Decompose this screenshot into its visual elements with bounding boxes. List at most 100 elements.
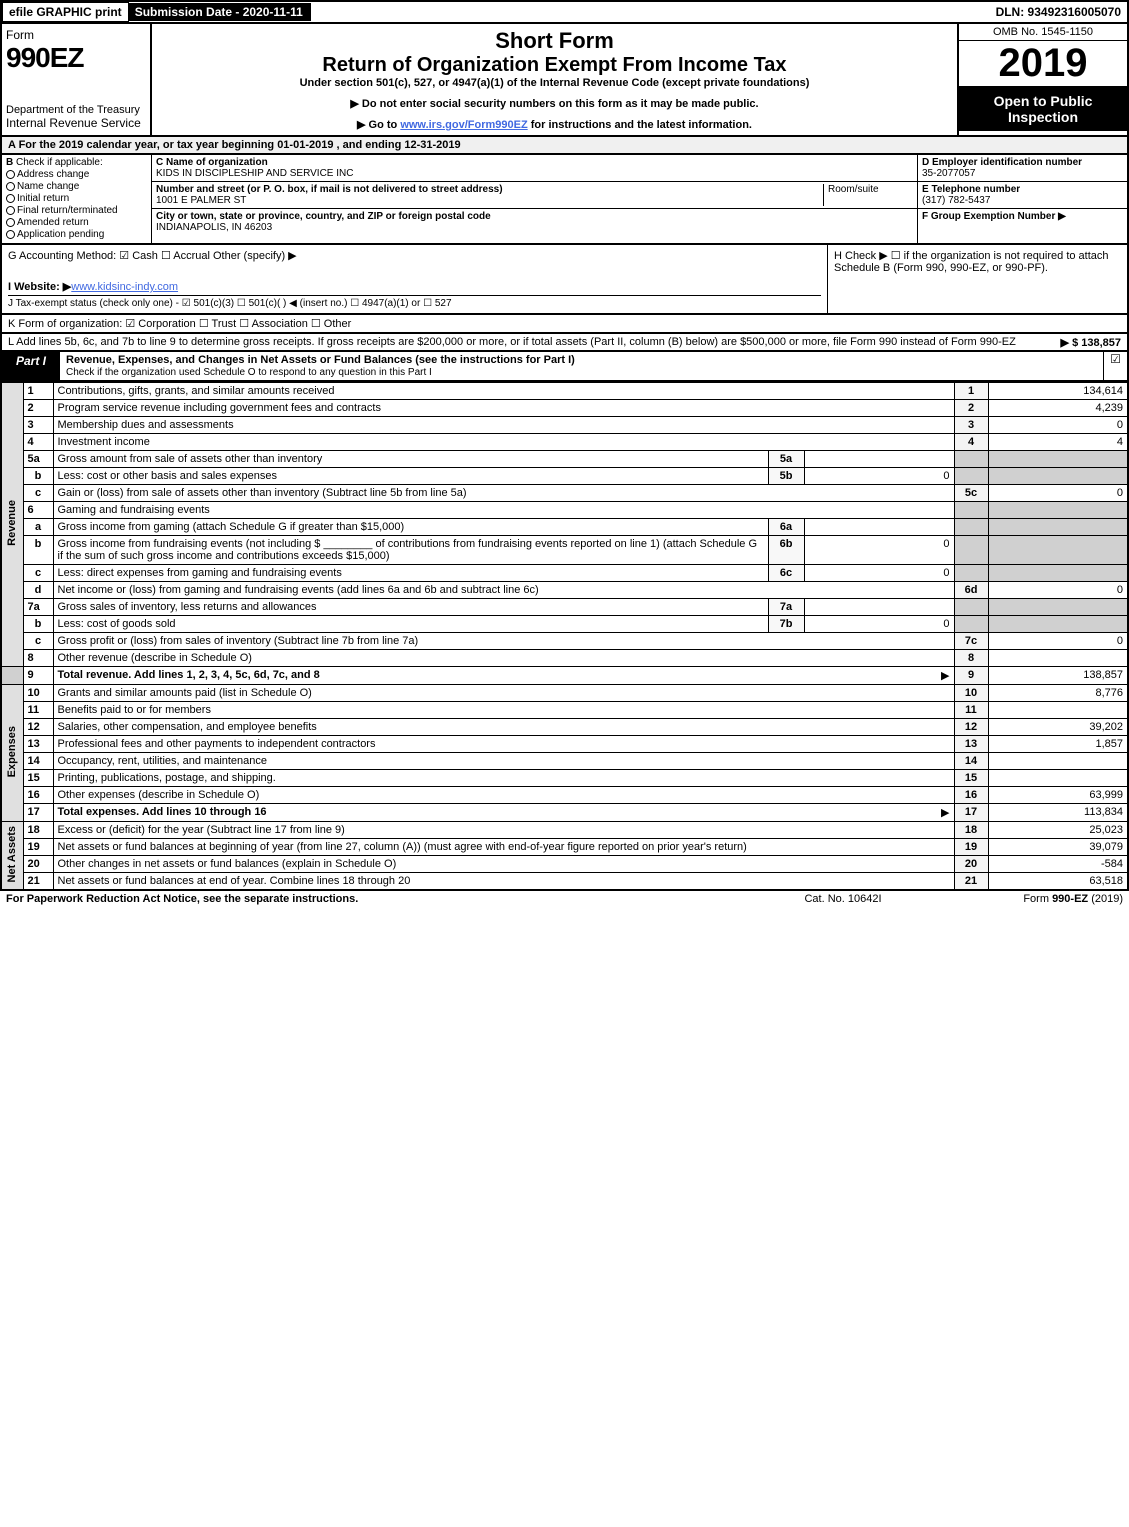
row-6c-inval: 0 — [804, 565, 954, 582]
row-6b-inval: 0 — [804, 536, 954, 565]
row-17-value: 113,834 — [988, 804, 1128, 822]
row-2-value: 4,239 — [988, 400, 1128, 417]
row-12-value: 39,202 — [988, 719, 1128, 736]
line-i-website: I Website: ▶www.kidsinc-indy.com — [8, 280, 821, 293]
check-initial-return[interactable]: Initial return — [6, 193, 147, 204]
check-name-change[interactable]: Name change — [6, 181, 147, 192]
row-7a-inval — [804, 599, 954, 616]
row-1-desc: Contributions, gifts, grants, and simila… — [53, 383, 954, 400]
ssn-note: ▶ Do not enter social security numbers o… — [156, 97, 953, 110]
row-15-value — [988, 770, 1128, 787]
row-13-value: 1,857 — [988, 736, 1128, 753]
part-i-title: Revenue, Expenses, and Changes in Net As… — [60, 352, 1103, 380]
schedule-o-checkbox[interactable]: ☑ — [1103, 352, 1127, 380]
part-i-table: Revenue 1 Contributions, gifts, grants, … — [0, 382, 1129, 891]
net-assets-section-label: Net Assets — [1, 822, 23, 891]
submission-date-label: Submission Date - 2020-11-11 — [129, 3, 311, 21]
check-final-return[interactable]: Final return/terminated — [6, 205, 147, 216]
check-address-change[interactable]: Address change — [6, 169, 147, 180]
header-left: Form 990EZ Department of the Treasury In… — [2, 24, 152, 135]
line-l-gross-receipts: L Add lines 5b, 6c, and 7b to line 9 to … — [0, 334, 1129, 352]
form-label: Form — [6, 28, 146, 42]
page-footer: For Paperwork Reduction Act Notice, see … — [0, 891, 1129, 907]
row-3-value: 0 — [988, 417, 1128, 434]
row-14-value — [988, 753, 1128, 770]
check-amended-return[interactable]: Amended return — [6, 217, 147, 228]
form-header: Form 990EZ Department of the Treasury In… — [0, 24, 1129, 137]
line-h-schedule-b: H Check ▶ ☐ if the organization is not r… — [827, 245, 1127, 313]
block-c: C Name of organization KIDS IN DISCIPLES… — [152, 155, 917, 243]
org-name: KIDS IN DISCIPLESHIP AND SERVICE INC — [156, 168, 913, 179]
row-10-desc: Grants and similar amounts paid (list in… — [53, 685, 954, 702]
gross-receipts-amount: ▶ $ 138,857 — [1061, 336, 1121, 349]
block-b-checks: B Check if applicable: Address change Na… — [2, 155, 152, 243]
f-group-label: F Group Exemption Number ▶ — [922, 211, 1123, 222]
dept-treasury: Department of the Treasury — [6, 104, 146, 116]
row-6d-desc: Net income or (loss) from gaming and fun… — [53, 582, 954, 599]
check-application-pending[interactable]: Application pending — [6, 229, 147, 240]
open-public: Open to Public Inspection — [959, 87, 1127, 131]
top-bar: efile GRAPHIC print Submission Date - 20… — [0, 0, 1129, 24]
form-ref: Form 990-EZ (2019) — [943, 893, 1123, 905]
room-suite-label: Room/suite — [823, 184, 913, 206]
row-12-desc: Salaries, other compensation, and employ… — [53, 719, 954, 736]
goto-note: ▶ Go to www.irs.gov/Form990EZ for instru… — [156, 118, 953, 131]
row-18-desc: Excess or (deficit) for the year (Subtra… — [53, 822, 954, 839]
row-7c-value: 0 — [988, 633, 1128, 650]
row-5b-desc: Less: cost or other basis and sales expe… — [53, 468, 768, 485]
row-7b-desc: Less: cost of goods sold — [53, 616, 768, 633]
irs-link[interactable]: www.irs.gov/Form990EZ — [400, 119, 527, 131]
row-7b-inval: 0 — [804, 616, 954, 633]
row-11-desc: Benefits paid to or for members — [53, 702, 954, 719]
short-form-title: Short Form — [156, 28, 953, 54]
tax-year-big: 2019 — [959, 41, 1127, 87]
row-5a-desc: Gross amount from sale of assets other t… — [53, 451, 768, 468]
row-5c-value: 0 — [988, 485, 1128, 502]
row-16-value: 63,999 — [988, 787, 1128, 804]
e-phone-label: E Telephone number — [922, 184, 1123, 195]
ein-value: 35-2077057 — [922, 168, 1123, 179]
dln-label: DLN: 93492316005070 — [990, 3, 1127, 21]
row-5c-desc: Gain or (loss) from sale of assets other… — [53, 485, 954, 502]
row-6d-value: 0 — [988, 582, 1128, 599]
row-5b-inval: 0 — [804, 468, 954, 485]
line-g-accounting: G Accounting Method: ☑ Cash ☐ Accrual Ot… — [8, 249, 821, 262]
line-j-tax-exempt: J Tax-exempt status (check only one) - ☑… — [8, 295, 821, 309]
row-6a-inval — [804, 519, 954, 536]
org-street: 1001 E PALMER ST — [156, 195, 823, 206]
row-8-value — [988, 650, 1128, 667]
header-right: OMB No. 1545-1150 2019 Open to Public In… — [957, 24, 1127, 135]
part-i-header: Part I Revenue, Expenses, and Changes in… — [0, 352, 1129, 382]
block-gh: G Accounting Method: ☑ Cash ☐ Accrual Ot… — [0, 245, 1129, 315]
row-19-desc: Net assets or fund balances at beginning… — [53, 839, 954, 856]
line-k-form-org: K Form of organization: ☑ Corporation ☐ … — [0, 315, 1129, 334]
row-15-desc: Printing, publications, postage, and shi… — [53, 770, 954, 787]
row-17-desc: Total expenses. Add lines 10 through 16 … — [53, 804, 954, 822]
row-13-desc: Professional fees and other payments to … — [53, 736, 954, 753]
row-2-desc: Program service revenue including govern… — [53, 400, 954, 417]
row-18-value: 25,023 — [988, 822, 1128, 839]
line-a-tax-year: A For the 2019 calendar year, or tax yea… — [0, 137, 1129, 155]
header-center: Short Form Return of Organization Exempt… — [152, 24, 957, 135]
block-bcdef: B Check if applicable: Address change Na… — [0, 155, 1129, 245]
row-7a-desc: Gross sales of inventory, less returns a… — [53, 599, 768, 616]
part-i-tab: Part I — [2, 352, 60, 380]
row-21-value: 63,518 — [988, 873, 1128, 891]
row-8-desc: Other revenue (describe in Schedule O) — [53, 650, 954, 667]
row-6a-desc: Gross income from gaming (attach Schedul… — [53, 519, 768, 536]
omb-number: OMB No. 1545-1150 — [959, 24, 1127, 41]
row-20-value: -584 — [988, 856, 1128, 873]
row-1-value: 134,614 — [988, 383, 1128, 400]
efile-print-button[interactable]: efile GRAPHIC print — [2, 2, 129, 22]
row-20-desc: Other changes in net assets or fund bala… — [53, 856, 954, 873]
c-city-label: City or town, state or province, country… — [156, 211, 913, 222]
row-10-value: 8,776 — [988, 685, 1128, 702]
website-link[interactable]: www.kidsinc-indy.com — [71, 281, 178, 293]
c-addr-label: Number and street (or P. O. box, if mail… — [156, 184, 823, 195]
revenue-section-label: Revenue — [1, 383, 23, 667]
org-city: INDIANAPOLIS, IN 46203 — [156, 222, 913, 233]
row-3-desc: Membership dues and assessments — [53, 417, 954, 434]
row-6-desc: Gaming and fundraising events — [53, 502, 954, 519]
d-ein-label: D Employer identification number — [922, 157, 1123, 168]
under-section: Under section 501(c), 527, or 4947(a)(1)… — [156, 77, 953, 89]
